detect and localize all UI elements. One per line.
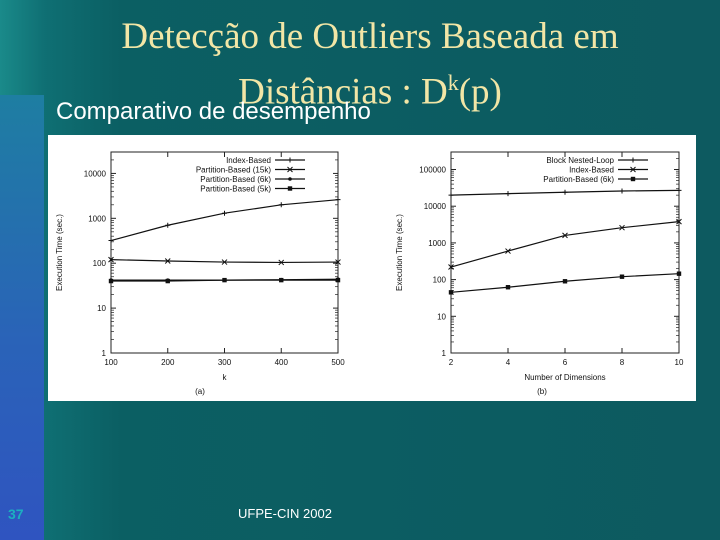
x-tick-label: 8 <box>620 358 625 367</box>
data-point <box>108 278 114 284</box>
data-point <box>505 248 511 254</box>
slide-number: 37 <box>8 506 24 522</box>
data-point <box>448 290 454 295</box>
x-tick-label: 500 <box>331 358 345 367</box>
slide-title: Detecção de Outliers Baseada em Distânci… <box>60 14 680 115</box>
footer-text: UFPE-CIN 2002 <box>238 506 332 521</box>
data-point <box>222 210 227 216</box>
y-tick-label: 10 <box>97 304 106 313</box>
y-tick-label: 1 <box>442 349 447 358</box>
data-point <box>448 264 454 270</box>
legend-label: Block Nested-Loop <box>546 156 614 165</box>
y-tick-label: 1000 <box>88 214 106 223</box>
data-point <box>279 277 284 283</box>
data-point <box>630 157 636 163</box>
y-tick-label: 100 <box>93 259 107 268</box>
data-point <box>335 259 341 265</box>
y-tick-label: 1000 <box>428 239 446 248</box>
data-point <box>619 224 625 231</box>
title-line-2-suffix: (p) <box>458 71 502 113</box>
data-point <box>164 258 171 264</box>
title-line-1: Detecção de Outliers Baseada em <box>121 16 619 57</box>
y-axis-label: Execution Time (sec.) <box>395 214 404 291</box>
data-point <box>448 192 454 198</box>
data-point <box>505 285 511 290</box>
x-tick-label: 100 <box>104 358 118 367</box>
data-point <box>221 259 228 265</box>
x-tick-label: 200 <box>161 358 175 367</box>
data-point <box>165 278 170 284</box>
x-tick-label: 2 <box>449 358 454 367</box>
data-point <box>278 202 284 208</box>
x-tick-label: 300 <box>218 358 232 367</box>
y-tick-label: 10000 <box>84 169 107 178</box>
data-point <box>108 256 114 263</box>
legend-label: Index-Based <box>569 166 614 175</box>
legend-label: Partition-Based (15k) <box>196 166 271 175</box>
data-point <box>278 259 285 266</box>
data-point <box>676 187 682 193</box>
y-tick-label: 100 <box>433 276 447 285</box>
y-axis-label: Execution Time (sec.) <box>55 214 64 291</box>
side-accent-bar <box>0 95 44 540</box>
data-point <box>165 222 171 228</box>
title-line-2-prefix: Distâncias : D <box>238 71 448 113</box>
series-line <box>450 221 680 268</box>
x-tick-label: 10 <box>675 358 684 367</box>
data-point <box>562 189 568 195</box>
data-point <box>630 176 636 182</box>
data-point <box>287 157 293 163</box>
data-point <box>619 274 625 279</box>
data-point <box>287 166 293 173</box>
title-line-2: Distâncias : Dk(p) <box>60 60 680 115</box>
legend-label: Index-Based <box>226 156 271 165</box>
data-point <box>562 232 568 239</box>
y-tick-label: 10 <box>437 312 446 321</box>
y-tick-label: 10000 <box>424 202 447 211</box>
y-tick-label: 100000 <box>419 166 446 175</box>
data-point <box>676 218 682 225</box>
series-line <box>110 199 339 242</box>
data-point <box>619 188 625 194</box>
legend-label: Partition-Based (6k) <box>200 175 271 184</box>
data-point <box>505 191 511 197</box>
legend-label: Partition-Based (5k) <box>200 185 271 194</box>
data-point <box>335 197 341 203</box>
data-point <box>630 166 636 173</box>
legend-label: Partition-Based (6k) <box>543 175 614 184</box>
slide-subtitle: Comparativo de desempenho <box>56 98 371 125</box>
comparison-charts: 1 10 100 1000 10000 100 200 300 400 500 k Execution… <box>55 151 684 396</box>
x-tick-label: 4 <box>506 358 511 367</box>
x-axis-label: Number of Dimensions <box>524 373 605 382</box>
data-point <box>287 186 293 191</box>
data-point <box>288 177 292 181</box>
x-axis-label: k <box>223 373 228 382</box>
y-tick-label: 1 <box>102 349 107 358</box>
x-tick-label: 6 <box>563 358 568 367</box>
panel-label: (b) <box>537 387 547 396</box>
data-point <box>108 238 114 244</box>
x-tick-label: 400 <box>275 358 289 367</box>
title-superscript: k <box>447 70 459 95</box>
panel-label: (a) <box>195 387 205 396</box>
data-point <box>335 277 341 283</box>
data-point <box>222 277 227 283</box>
data-point <box>562 279 568 284</box>
figure-panel: 1 10 100 1000 10000 100 200 300 400 500 k Execution… <box>48 135 696 401</box>
data-point <box>676 271 682 276</box>
